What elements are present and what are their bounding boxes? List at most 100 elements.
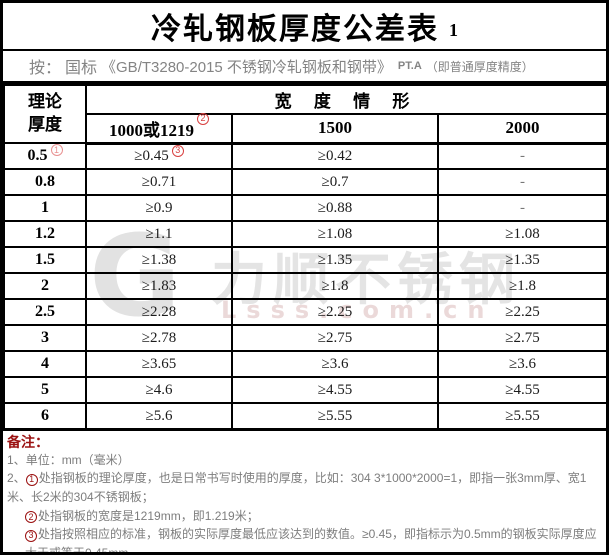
circled-number-1: 1: [25, 473, 38, 486]
tolerance-cell: -: [436, 142, 606, 170]
thickness-value: 4: [41, 355, 49, 372]
circled-number-2: 2: [25, 511, 37, 524]
tolerance-cell: ≥0.42: [231, 142, 439, 170]
standard-name: 《GB/T3280-2015 不锈钢冷轧钢板和钢带》: [101, 58, 392, 76]
tolerance-cell: ≥2.78: [85, 324, 233, 352]
tolerance-cell: ≥2.28: [85, 298, 233, 326]
circled-number-2: 2: [197, 112, 209, 125]
tolerance-value: ≥1.38: [141, 251, 177, 268]
notes-section: 备注： 1、单位：mm（毫米） 2、 1 处指钢板的理论厚度，也是日常书写时使用的厚度…: [3, 430, 606, 555]
tolerance-value: -: [520, 147, 525, 164]
thickness-value: 1.2: [35, 225, 55, 242]
tolerance-value: ≥2.75: [505, 329, 540, 346]
tolerance-cell: ≥5.55: [231, 402, 439, 430]
tolerance-cell: ≥1.35: [231, 246, 439, 274]
tolerance-cell: ≥4.55: [231, 376, 439, 404]
tolerance-value: ≥2.78: [141, 329, 177, 346]
table-row: 2.5 ≥2.28 ≥2.25 ≥2.25: [3, 298, 606, 326]
tolerance-cell: ≥1.1: [85, 220, 233, 248]
tolerance-cell: ≥0.9: [85, 194, 233, 222]
tolerance-value: ≥5.55: [317, 407, 353, 424]
tolerance-cell: ≥3.6: [231, 350, 439, 378]
note-prefix: 2、: [7, 471, 26, 486]
note-text: 处指钢板的理论厚度，也是日常书写时使用的厚度，比如：304 3*1000*200…: [7, 471, 587, 504]
page-title: 冷轧钢板厚度公差表: [151, 13, 439, 46]
notes-title: 备注：: [7, 434, 49, 450]
tolerance-value: ≥4.55: [505, 381, 540, 398]
corner-header-line2: 厚度: [28, 115, 62, 134]
tolerance-value: ≥5.55: [505, 407, 540, 424]
thickness-value: 2: [41, 277, 49, 294]
standard-prefix: 按： 国标: [29, 60, 98, 77]
tolerance-value: ≥1.08: [317, 225, 353, 242]
table-row: 1.5 ≥1.38 ≥1.35 ≥1.35: [3, 246, 606, 274]
thickness-cell: 1: [3, 194, 87, 222]
tolerance-value: ≥3.6: [321, 355, 349, 372]
thickness-cell: 0.5 1: [3, 142, 87, 170]
tolerance-value: ≥1.35: [317, 251, 353, 268]
note-text: 单位：mm（毫米）: [25, 452, 130, 467]
thickness-value: 0.8: [35, 173, 55, 190]
standard-reference-row: 按： 国标 《GB/T3280-2015 不锈钢冷轧钢板和钢带》 PT.A （即…: [3, 51, 606, 84]
tolerance-cell: ≥0.88: [231, 194, 439, 222]
tolerance-cell: ≥2.25: [231, 298, 439, 326]
table-row: 0.5 1 ≥0.45 3 ≥0.42 -: [3, 142, 606, 170]
table-row: 3 ≥2.78 ≥2.75 ≥2.75: [3, 324, 606, 352]
tolerance-value: ≥0.42: [317, 147, 353, 164]
tolerance-value: ≥4.55: [317, 381, 353, 398]
table-row: 1.2 ≥1.1 ≥1.08 ≥1.08: [3, 220, 606, 248]
thickness-cell: 4: [3, 350, 87, 378]
thickness-cell: 3: [3, 324, 87, 352]
tolerance-cell: ≥1.08: [436, 220, 606, 248]
thickness-cell: 2: [3, 272, 87, 300]
tolerance-value: ≥2.25: [505, 303, 540, 320]
tolerance-value: ≥0.45: [134, 147, 169, 164]
note-text: 处指钢板的宽度是1219mm，即1.219米；: [38, 508, 259, 523]
table-row: 1 ≥0.9 ≥0.88 -: [3, 194, 606, 222]
note-text: 处指按照相应的标准，钢板的实际厚度最低应该达到的数值。≥0.45，即指标示为0.…: [25, 527, 597, 555]
width-case-header: 宽 度 情 形: [84, 84, 606, 115]
column-header-2000: 2000: [436, 113, 606, 145]
corner-header-line1: 理论: [28, 92, 62, 112]
tolerance-value: ≥2.28: [141, 303, 177, 320]
tolerance-cell: ≥1.08: [231, 220, 439, 248]
tolerance-value: ≥0.7: [321, 173, 349, 190]
tolerance-cell: ≥2.25: [436, 298, 606, 326]
tolerance-cell: ≥4.6: [85, 376, 233, 404]
header-row-width-case: 理论 厚度 宽 度 情 形: [3, 84, 606, 144]
tolerance-cell: ≥2.75: [436, 324, 606, 352]
note-line: 2、 1 处指钢板的理论厚度，也是日常书写时使用的厚度，比如：304 3*1000*…: [7, 469, 601, 506]
tolerance-cell: ≥1.8: [231, 272, 439, 300]
header-row-widths: 1000或12192 1500 2000: [4, 112, 606, 145]
tolerance-cell: ≥5.6: [85, 402, 233, 430]
tolerance-value: ≥4.6: [145, 381, 173, 398]
table-row: 0.8 ≥0.71 ≥0.7 -: [3, 168, 606, 196]
standard-grade: PT.A: [397, 60, 422, 72]
tolerance-cell: -: [436, 194, 606, 222]
thickness-cell: 5: [3, 376, 87, 404]
tolerance-value: ≥0.88: [317, 199, 353, 216]
corner-header-thickness: 理论 厚度: [3, 84, 87, 144]
thickness-value: 3: [41, 329, 49, 346]
tolerance-cell: ≥1.35: [436, 246, 606, 274]
table-row: 4 ≥3.65 ≥3.6 ≥3.6: [3, 350, 606, 378]
tolerance-table: 理论 厚度 宽 度 情 形 1000或12192 1500 2000 0.5 1 ≥…: [3, 84, 606, 430]
thickness-cell: 6: [3, 402, 87, 430]
table-row: 6 ≥5.6 ≥5.55 ≥5.55: [3, 402, 606, 430]
tolerance-cell: ≥3.65: [85, 350, 233, 378]
tolerance-cell: ≥0.71: [85, 168, 233, 196]
thickness-cell: 0.8: [3, 168, 87, 196]
tolerance-cell: ≥0.45 3: [85, 142, 233, 170]
title-row: 冷轧钢板厚度公差表 1: [3, 3, 606, 51]
circled-number-3: 3: [25, 529, 37, 542]
column-header-label: 1500: [318, 118, 352, 138]
tolerance-cell: ≥2.75: [231, 324, 439, 352]
tolerance-value: ≥1.1: [145, 225, 173, 242]
thickness-cell: 1.5: [3, 246, 87, 274]
table-row: 2 ≥1.83 ≥1.8 ≥1.8: [3, 272, 606, 300]
tolerance-value: ≥2.75: [317, 329, 353, 346]
thickness-cell: 1.2: [3, 220, 87, 248]
note-line: 2 处指钢板的宽度是1219mm，即1.219米；: [7, 507, 601, 526]
note-prefix: 1、: [7, 452, 26, 467]
